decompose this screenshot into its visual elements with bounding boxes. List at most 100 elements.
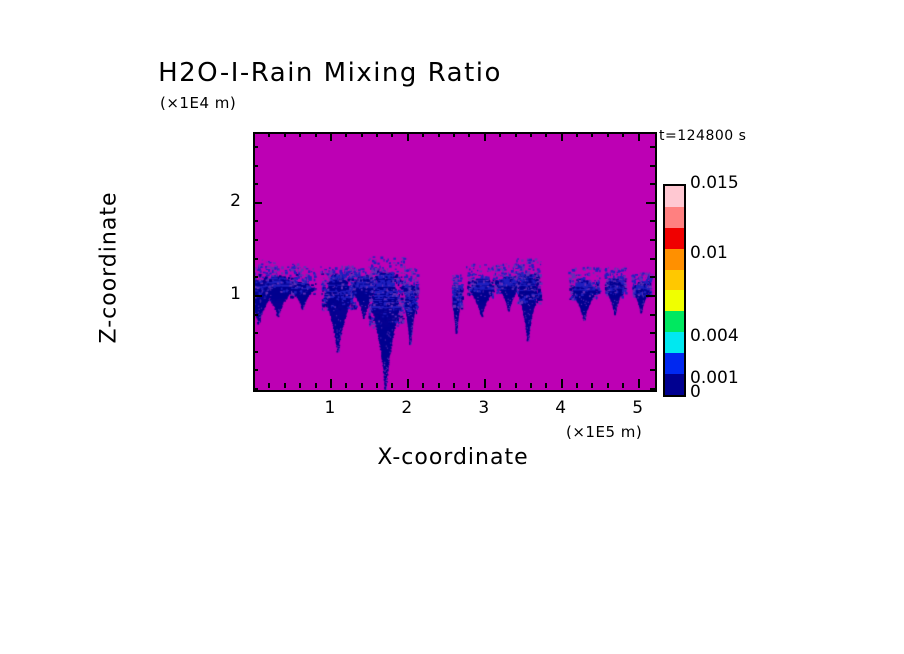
colorbar-band-7 [665,332,684,354]
colorbar-tick-label: 0.004 [690,326,739,347]
tick-mark [253,294,262,297]
tick-mark [646,201,655,204]
tick-mark [268,132,271,137]
tick-mark [406,132,409,141]
colorbar-band-9 [665,374,684,395]
tick-mark [253,313,258,316]
colorbar-tick-label: 0.015 [690,173,739,193]
tick-mark [253,257,258,260]
tick-mark [376,132,379,137]
tick-mark [468,132,471,137]
tick-mark [637,379,640,388]
x-axis-unit-label: (×1E5 m) [566,423,643,441]
tick-mark [650,220,655,223]
tick-mark [406,379,409,388]
tick-mark [253,201,262,204]
tick-mark [514,383,517,388]
tick-mark [499,132,502,137]
tick-mark [253,350,258,353]
tick-mark [268,383,271,388]
colorbar [663,184,686,397]
tick-mark [650,276,655,279]
tick-mark [650,145,655,148]
colorbar-band-5 [665,290,684,312]
tick-mark [529,383,532,388]
tick-mark [422,132,425,137]
tick-mark [606,132,609,137]
tick-mark [650,164,655,167]
tick-mark [376,383,379,388]
plot-area [253,132,657,392]
tick-mark [329,132,332,141]
tick-mark [650,313,655,316]
tick-mark [483,132,486,141]
tick-mark [453,132,455,137]
tick-mark [650,239,655,242]
colorbar-band-1 [665,206,684,228]
x-tick-label: 1 [324,398,336,418]
tick-mark [650,369,655,372]
y-tick-label: 2 [230,190,241,211]
tick-mark [360,132,363,137]
x-tick-label: 5 [632,398,644,418]
tick-mark [622,132,625,137]
tick-mark [253,164,258,167]
tick-mark [637,132,640,141]
tick-mark [391,383,394,388]
tick-mark [576,132,579,137]
colorbar-band-6 [665,311,684,333]
tick-mark [253,145,258,148]
tick-mark [646,294,655,297]
tick-mark [529,132,532,137]
tick-mark [253,132,255,137]
tick-mark [576,383,579,388]
tick-mark [545,383,548,388]
tick-mark [650,388,655,390]
tick-mark [453,383,455,388]
colorbar-band-3 [665,248,684,270]
colorbar-band-2 [665,227,684,249]
x-tick-label: 4 [555,398,567,418]
tick-mark [283,383,286,388]
tick-mark [499,383,502,388]
tick-mark [591,383,594,388]
tick-mark [253,369,258,372]
tick-mark [650,257,655,260]
tick-mark [591,132,594,137]
tick-mark [345,383,348,388]
x-axis-title: X-coordinate [377,445,529,470]
heatmap-field [255,134,655,390]
y-tick-label: 1 [230,283,241,304]
tick-mark [253,239,258,242]
tick-mark [650,350,655,353]
tick-mark [345,132,348,137]
tick-mark [314,132,317,137]
y-axis-title: Z-coordinate [96,191,122,344]
colorbar-band-8 [665,353,684,375]
tick-mark [606,383,609,388]
tick-mark [253,332,258,335]
tick-mark [622,383,625,388]
colorbar-band-4 [665,269,684,291]
tick-mark [483,379,486,388]
tick-mark [560,379,563,388]
tick-mark [437,383,440,388]
tick-mark [650,183,655,186]
tick-mark [514,132,517,137]
tick-mark [468,383,471,388]
colorbar-tick-label: 0.01 [690,242,728,263]
tick-mark [299,132,302,137]
tick-mark [545,132,548,137]
tick-mark [360,383,363,388]
time-annotation: t=124800 s [659,128,747,144]
tick-mark [437,132,440,137]
x-tick-label: 2 [401,398,413,418]
colorbar-tick-label: 0.001 [690,368,739,389]
tick-mark [560,132,563,141]
tick-mark [314,383,317,388]
tick-mark [329,379,332,388]
x-tick-label: 3 [478,398,490,418]
tick-mark [253,383,255,388]
tick-mark [253,183,258,186]
